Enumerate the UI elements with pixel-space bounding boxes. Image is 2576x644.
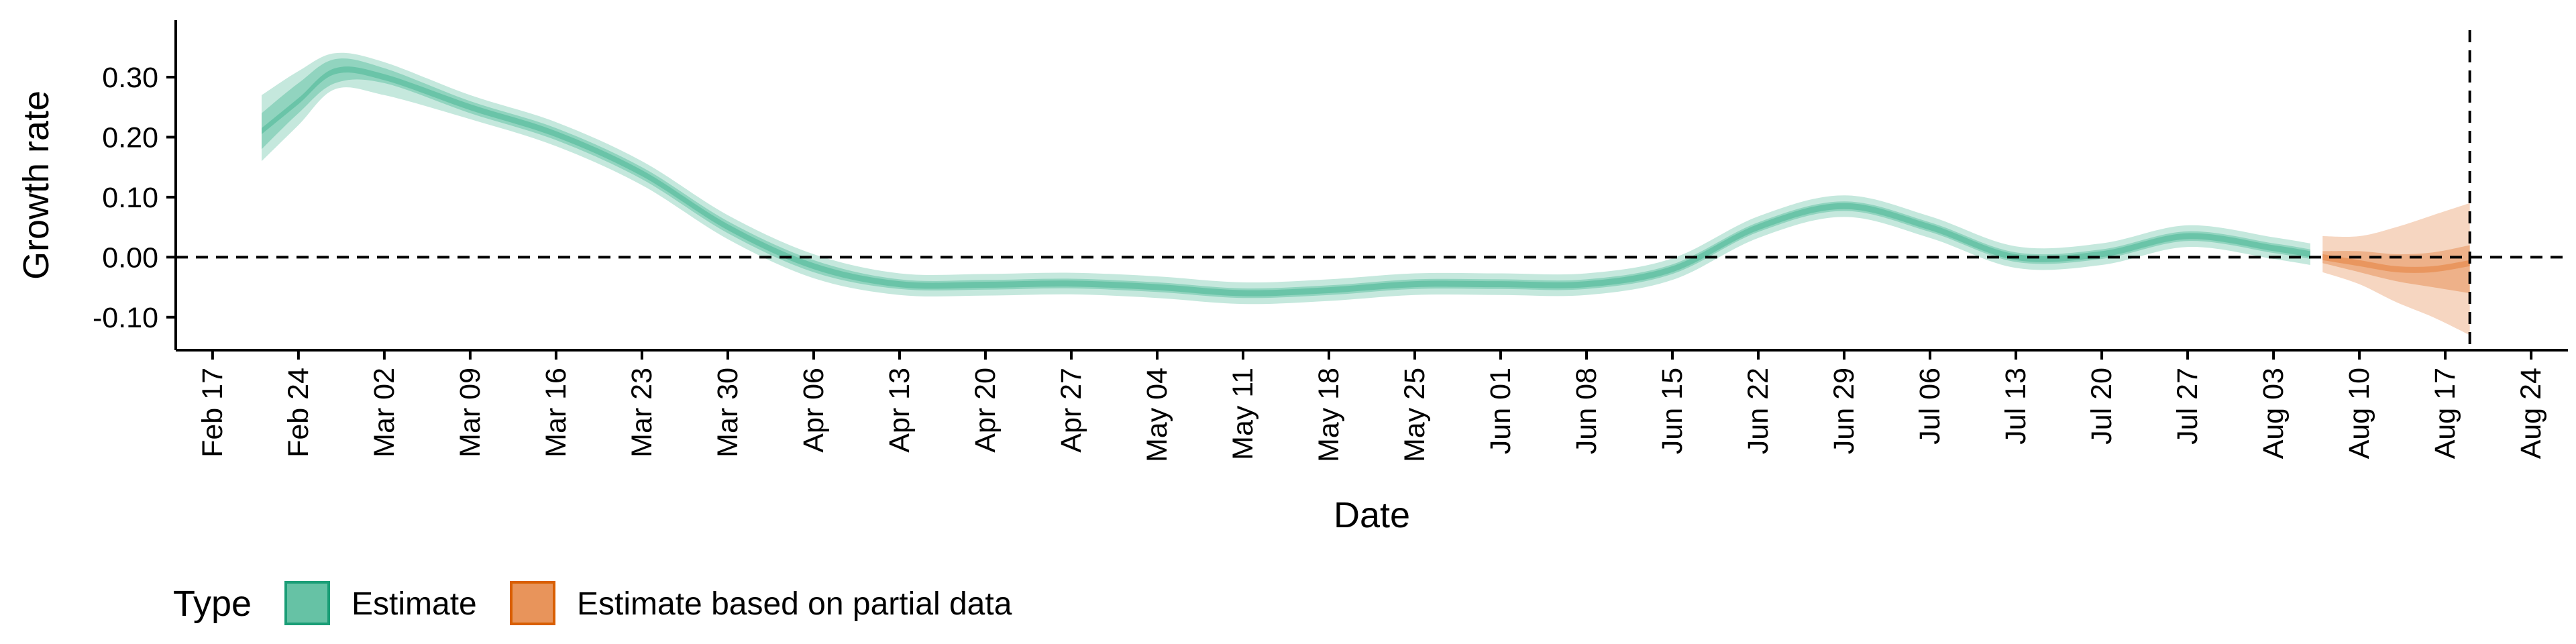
legend: Type Estimate Estimate based on partial … bbox=[173, 581, 1012, 625]
x-axis-label: Date bbox=[1334, 495, 1410, 535]
axes bbox=[174, 20, 2568, 352]
x-tick-label: Apr 06 bbox=[798, 368, 830, 453]
x-tick-label: Mar 30 bbox=[712, 368, 744, 458]
x-tick-label: Mar 23 bbox=[626, 368, 658, 458]
x-tick-label: May 18 bbox=[1313, 368, 1345, 462]
x-tick-label: Aug 03 bbox=[2257, 368, 2290, 459]
y-tick-label: -0.10 bbox=[93, 302, 158, 334]
y-tick-label: 0.10 bbox=[102, 182, 158, 214]
y-tick-label: 0.20 bbox=[102, 121, 158, 154]
legend-key-partial-estimate bbox=[510, 581, 555, 625]
y-tick-label: 0.00 bbox=[102, 241, 158, 274]
x-tick-label: Aug 17 bbox=[2429, 368, 2461, 459]
x-tick-label: Jul 27 bbox=[2171, 368, 2204, 445]
y-axis-ticks: -0.10 0.00 0.10 0.20 0.30 bbox=[93, 62, 176, 334]
partial-estimate-median bbox=[2322, 254, 2470, 273]
legend-key-estimate bbox=[284, 581, 330, 625]
x-tick-label: Mar 02 bbox=[368, 368, 400, 458]
x-tick-label: Aug 10 bbox=[2343, 368, 2375, 459]
plot-bands bbox=[262, 52, 2470, 335]
legend-label-partial-estimate: Estimate based on partial data bbox=[577, 586, 1012, 622]
y-axis-label: Growth rate bbox=[16, 91, 56, 280]
x-tick-label: Aug 24 bbox=[2515, 368, 2547, 459]
x-tick-label: Feb 17 bbox=[197, 368, 229, 458]
x-tick-label: Jun 08 bbox=[1570, 368, 1603, 454]
x-tick-label: May 04 bbox=[1141, 368, 1173, 462]
x-tick-label: Apr 27 bbox=[1055, 368, 1087, 453]
x-tick-label: Apr 13 bbox=[883, 368, 916, 453]
x-tick-label: Feb 24 bbox=[282, 368, 315, 458]
x-tick-label: May 11 bbox=[1227, 368, 1259, 460]
legend-label-estimate: Estimate bbox=[352, 586, 477, 622]
x-tick-label: Jul 13 bbox=[2000, 368, 2032, 445]
y-tick-label: 0.30 bbox=[102, 62, 158, 94]
x-tick-label: Jun 15 bbox=[1656, 368, 1688, 454]
x-tick-label: Jul 06 bbox=[1914, 368, 1946, 445]
estimate-band-90 bbox=[262, 52, 2310, 305]
x-tick-label: Jun 29 bbox=[1828, 368, 1860, 454]
x-tick-label: Jul 20 bbox=[2086, 368, 2118, 445]
x-tick-label: Jun 01 bbox=[1485, 368, 1517, 454]
x-tick-label: Jun 22 bbox=[1742, 368, 1774, 454]
x-tick-label: Mar 16 bbox=[540, 368, 572, 458]
reference-lines bbox=[176, 30, 2568, 350]
x-tick-label: Apr 20 bbox=[969, 368, 1002, 453]
x-axis-ticks: Feb 17 Feb 24 Mar 02 Mar 09 Mar 16 Mar 23 Mar … bbox=[197, 350, 2547, 462]
x-tick-label: Mar 09 bbox=[454, 368, 486, 458]
legend-title: Type bbox=[173, 584, 252, 624]
x-tick-label: May 25 bbox=[1399, 368, 1431, 462]
